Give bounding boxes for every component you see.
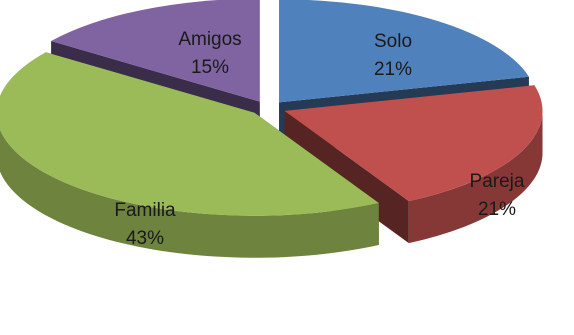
pie-label-familia-value: 43%	[126, 228, 164, 249]
pie-slice-amigos	[51, 0, 260, 102]
pie-label-amigos-category: Amigos	[178, 29, 241, 50]
pie-slice-pareja-rim	[408, 110, 543, 244]
pie-label-pareja-value: 21%	[478, 199, 516, 220]
pie-label-amigos-value: 15%	[191, 57, 229, 78]
pie-slice-familia-rim	[0, 129, 379, 258]
pie-label-pareja-category: Pareja	[470, 171, 525, 192]
pie-slice-tops	[0, 0, 543, 216]
pie-data-labels: Solo 21% Pareja 21% Familia 43% Amigos 15%	[114, 29, 525, 249]
pie-slice-solo	[279, 0, 529, 103]
pie-label-familia-category: Familia	[114, 200, 176, 221]
pie-label-solo-value: 21%	[374, 59, 412, 80]
pie-slice-pareja	[284, 85, 543, 202]
pie-slice-familia	[0, 52, 379, 216]
pie-label-solo-category: Solo	[374, 31, 412, 52]
